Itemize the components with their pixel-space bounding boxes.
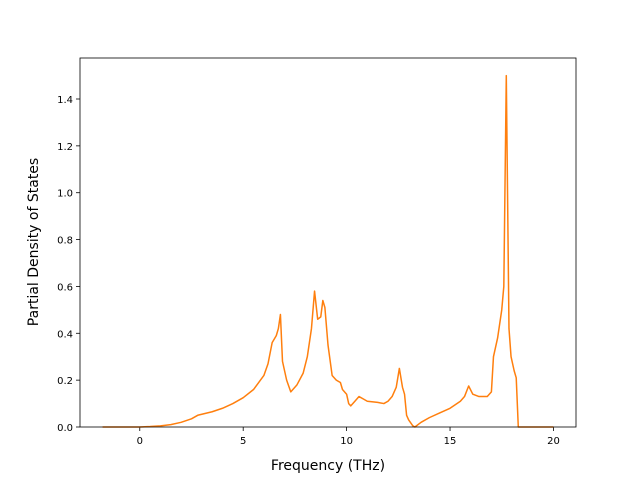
- x-tick-label: 0: [137, 436, 143, 447]
- x-axis-label: Frequency (THz): [271, 458, 385, 474]
- data-line: [102, 74, 554, 428]
- y-axis-label: Partial Density of States: [26, 158, 42, 326]
- y-tick-label: 0.0: [57, 423, 73, 434]
- y-tick-label: 0.6: [57, 282, 73, 293]
- x-tick-label: 15: [444, 436, 457, 447]
- y-tick-label: 0.2: [57, 376, 73, 387]
- y-tick-label: 0.8: [57, 236, 73, 247]
- x-tick-label: 20: [547, 436, 560, 447]
- x-tick-label: 5: [240, 436, 246, 447]
- plot-frame: [79, 57, 577, 428]
- y-tick-label: 1.2: [57, 142, 73, 153]
- y-tick-label: 1.4: [57, 95, 73, 106]
- y-tick-label: 0.4: [57, 329, 73, 340]
- y-tick-label: 1.0: [57, 189, 73, 200]
- x-tick-label: 10: [340, 436, 353, 447]
